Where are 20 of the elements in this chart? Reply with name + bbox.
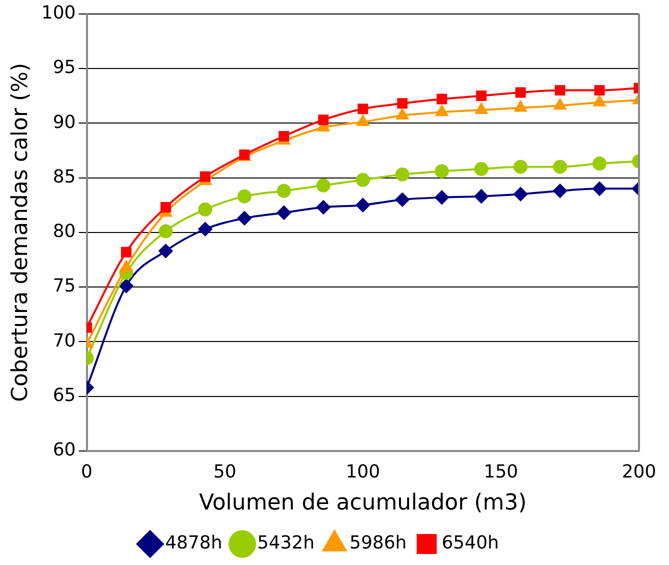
x-tick-label: 0 [81,461,92,482]
x-tick-label: 50 [213,461,236,482]
legend-label: 5432h [257,532,314,554]
x-tick-label: 200 [622,461,656,482]
y-tick-label: 85 [52,166,76,188]
x-tick-label: 100 [346,461,380,482]
x-tick-label: 150 [484,461,518,482]
y-tick-label: 75 [52,276,76,297]
y-tick-label: 65 [52,385,76,406]
y-axis-title: Cobertura demandas calor (%) [8,62,33,402]
y-tick-label: 100 [41,2,76,24]
legend-label: 4878h [165,532,222,554]
legend-label: 6540h [442,532,499,554]
y-tick-label: 80 [52,221,76,242]
y-tick-label: 70 [52,330,76,352]
y-tick-label: 60 [52,440,76,461]
y-tick-label: 95 [52,57,76,78]
x-axis-title: Volumen de acumulador (m3) [198,490,527,516]
y-tick-label: 90 [52,112,76,133]
legend-label: 5986h [350,532,407,554]
